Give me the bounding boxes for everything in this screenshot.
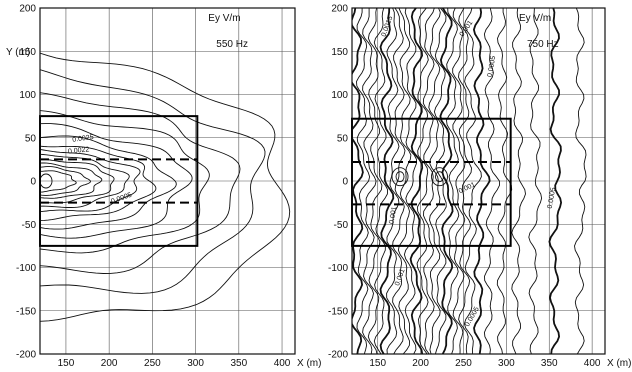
y-tick-label: -200 bbox=[328, 350, 348, 361]
contour-group bbox=[352, 8, 587, 354]
y-tick-label: 0 bbox=[342, 177, 348, 188]
contour-value-label: 0.0025 bbox=[72, 134, 94, 144]
y-tick-label: -200 bbox=[16, 350, 36, 361]
contour-line bbox=[40, 170, 77, 193]
contour-line bbox=[40, 92, 241, 274]
contour-line bbox=[352, 8, 364, 354]
plot-frame bbox=[39, 7, 296, 355]
contour-line bbox=[40, 162, 103, 199]
y-tick-label: 200 bbox=[19, 4, 36, 15]
x-tick-label: 350 bbox=[230, 358, 247, 369]
x-tick-label: 200 bbox=[412, 358, 429, 369]
x-tick-label: 350 bbox=[541, 358, 558, 369]
contour-line bbox=[446, 8, 460, 354]
contour-line bbox=[463, 8, 482, 354]
contour-line bbox=[416, 8, 429, 354]
x-tick-label: 300 bbox=[187, 358, 204, 369]
y-tick-label: -50 bbox=[334, 220, 349, 231]
y-tick-label: 50 bbox=[337, 133, 349, 144]
y-tick-label: -150 bbox=[328, 306, 348, 317]
panel-right-750hz: 150 200 250 300 350 400 200 150 100 50 0 -50 -100 -15… bbox=[328, 4, 631, 370]
contour-value-label: 0.001 bbox=[394, 268, 407, 287]
y-tick-label: -150 bbox=[16, 306, 36, 317]
y-tick-label: -50 bbox=[22, 220, 37, 231]
frequency-label: 750 Hz bbox=[527, 39, 559, 50]
contour-line bbox=[40, 135, 177, 230]
contour-value-label: 0.0005 bbox=[464, 306, 481, 328]
contour-line bbox=[356, 8, 371, 354]
contour-line bbox=[403, 8, 417, 354]
contour-line bbox=[548, 8, 563, 354]
contour-group bbox=[40, 52, 291, 322]
contour-line bbox=[40, 69, 266, 294]
contour-loop bbox=[40, 173, 53, 189]
x-tick-label: 400 bbox=[274, 358, 291, 369]
x-tick-label: 300 bbox=[498, 358, 515, 369]
contour-value-label: 0.0022 bbox=[68, 146, 90, 155]
contour-line bbox=[483, 8, 500, 354]
contour-line bbox=[40, 166, 91, 196]
contour-line bbox=[373, 8, 389, 354]
x-axis-title-left: X (m) bbox=[297, 358, 321, 369]
x-axis-title: X (m) bbox=[607, 358, 631, 369]
y-tick-label: 150 bbox=[19, 47, 36, 58]
x-tick-label: 250 bbox=[144, 358, 161, 369]
contour-line bbox=[362, 8, 377, 354]
contour-value-label: 0.0005 bbox=[547, 187, 558, 209]
frequency-label: 550 Hz bbox=[216, 39, 248, 50]
contour-line bbox=[574, 8, 587, 354]
x-tick-label: 150 bbox=[369, 358, 386, 369]
contour-line bbox=[472, 8, 491, 354]
y-tick-label: 100 bbox=[19, 90, 36, 101]
contour-value-label: 0.001 bbox=[388, 206, 398, 225]
contour-loop bbox=[431, 167, 448, 187]
contour-line bbox=[367, 8, 383, 354]
x-tick-label: 150 bbox=[58, 358, 75, 369]
contour-line bbox=[433, 8, 447, 354]
y-tick-label: 200 bbox=[331, 4, 348, 15]
field-label: Ey V/m bbox=[208, 13, 240, 24]
x-tick-label: 200 bbox=[101, 358, 118, 369]
contour-value-label: 0.001 bbox=[458, 181, 477, 195]
contour-line bbox=[496, 8, 513, 354]
y-tick-label: 50 bbox=[25, 133, 37, 144]
y-tick-label: 100 bbox=[331, 90, 348, 101]
y-tick-label: -100 bbox=[328, 263, 348, 274]
field-label: Ey V/m bbox=[519, 13, 551, 24]
x-tick-label: 400 bbox=[584, 358, 601, 369]
contour-line bbox=[40, 123, 193, 239]
contour-line bbox=[458, 8, 472, 354]
contour-loop bbox=[391, 167, 409, 187]
y-tick-label: -100 bbox=[16, 263, 36, 274]
contour-line bbox=[40, 110, 210, 254]
y-axis-title: Y (m) bbox=[6, 47, 30, 58]
contour-value-label: 0.0005 bbox=[487, 55, 498, 77]
contour-line bbox=[40, 52, 291, 322]
panel-left-550hz: 150 200 250 300 350 400 200 150 100 50 0 -50 -100 -15… bbox=[6, 4, 321, 370]
contour-line bbox=[452, 8, 466, 354]
x-tick-label: 250 bbox=[455, 358, 472, 369]
contour-line bbox=[428, 8, 441, 354]
contour-loop bbox=[395, 171, 405, 183]
plot-frame bbox=[351, 7, 606, 355]
contour-line bbox=[397, 8, 412, 354]
contour-line bbox=[40, 145, 157, 222]
contour-line bbox=[528, 8, 543, 354]
contour-line bbox=[40, 158, 115, 204]
y-tick-label: 0 bbox=[30, 177, 36, 188]
contour-line bbox=[386, 8, 400, 354]
contour-line bbox=[40, 148, 141, 213]
contour-line bbox=[511, 8, 526, 354]
contour-line bbox=[409, 8, 424, 354]
contour-loop bbox=[435, 171, 444, 183]
contour-line bbox=[379, 8, 395, 354]
y-tick-label: 150 bbox=[331, 47, 348, 58]
